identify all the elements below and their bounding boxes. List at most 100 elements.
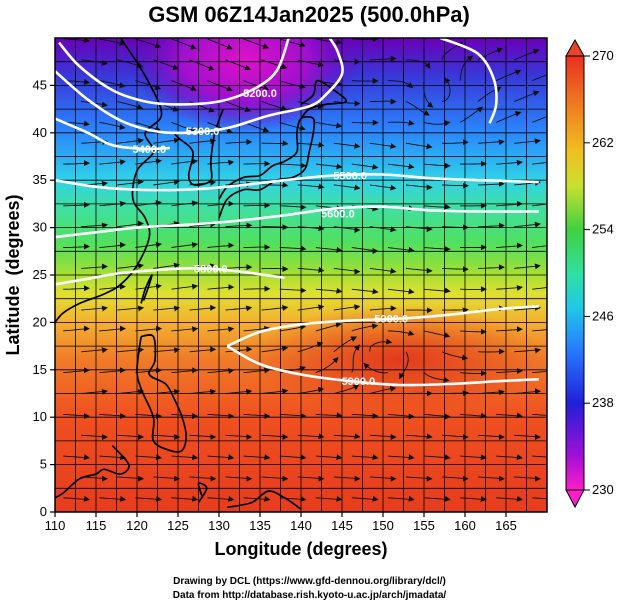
streamline — [99, 495, 127, 502]
contour-label: 5800.0 — [194, 263, 228, 275]
streamline — [531, 116, 547, 123]
streamline — [261, 345, 289, 353]
streamline — [63, 243, 90, 250]
streamline — [532, 413, 547, 416]
streamline — [387, 80, 414, 89]
streamline — [261, 181, 289, 188]
streamline — [514, 388, 541, 395]
streamline — [405, 142, 433, 150]
streamline — [99, 159, 126, 166]
streamline — [207, 80, 233, 91]
streamline — [333, 336, 358, 353]
streamline — [225, 346, 253, 353]
streamline — [189, 388, 217, 395]
y-tick-label: 30 — [33, 220, 47, 235]
streamline — [423, 413, 451, 420]
streamline — [171, 121, 197, 133]
streamline — [333, 304, 361, 311]
streamline — [405, 59, 431, 69]
streamline — [171, 80, 197, 91]
streamline — [81, 305, 108, 312]
coastline — [227, 490, 302, 510]
x-tick-label: 110 — [45, 518, 66, 533]
x-tick-label: 135 — [249, 518, 271, 533]
streamline — [81, 433, 108, 440]
streamline — [496, 495, 523, 502]
streamline — [135, 454, 163, 461]
streamline — [423, 372, 450, 383]
contour-label: 5500.0 — [333, 170, 367, 182]
streamline — [441, 77, 451, 102]
streamline — [135, 158, 162, 165]
streamline — [369, 475, 397, 482]
streamline — [531, 74, 547, 82]
streamline — [243, 80, 270, 91]
streamline — [189, 433, 217, 440]
streamline — [387, 246, 415, 253]
streamline — [297, 183, 325, 190]
streamline — [117, 137, 144, 144]
streamline — [423, 330, 451, 338]
streamline — [63, 38, 90, 44]
streamline — [297, 304, 325, 311]
contour-label: 5400.0 — [132, 144, 166, 156]
streamline — [369, 142, 397, 149]
x-tick-label: 115 — [86, 518, 107, 533]
contour-label: 5300.0 — [186, 126, 220, 138]
streamline — [423, 246, 451, 253]
coastline — [140, 274, 153, 304]
streamline — [351, 163, 379, 170]
streamline — [225, 101, 251, 112]
streamline — [279, 204, 307, 211]
streamline — [63, 160, 90, 167]
streamline — [532, 329, 547, 332]
streamline — [117, 388, 145, 395]
contour-label: 5900.0 — [342, 376, 376, 388]
streamline — [153, 262, 180, 269]
streamline — [532, 455, 547, 458]
streamline — [514, 90, 540, 102]
streamline — [99, 367, 126, 374]
contour-line — [55, 173, 539, 192]
streamline — [363, 362, 388, 374]
streamline — [495, 111, 522, 123]
streamline — [405, 433, 433, 440]
streamline — [297, 386, 325, 394]
streamline — [99, 38, 126, 46]
colorbar-tick-label: 270 — [592, 48, 614, 63]
streamline — [297, 433, 325, 440]
streamline — [171, 454, 199, 461]
streamline — [387, 454, 415, 461]
streamline — [171, 242, 199, 248]
streamline — [333, 267, 361, 275]
streamline — [171, 200, 199, 207]
streamline — [297, 59, 325, 68]
streamline — [442, 307, 469, 314]
streamline — [369, 184, 397, 191]
streamline — [459, 55, 474, 81]
streamline — [99, 241, 126, 248]
streamline — [514, 475, 541, 482]
coastlines — [55, 38, 348, 510]
colorbar-max-arrow — [565, 38, 585, 57]
streamline — [369, 433, 397, 440]
streamline — [117, 178, 144, 186]
streamline — [441, 182, 469, 189]
streamline — [99, 325, 126, 332]
colorbar-tick-label: 262 — [592, 135, 614, 150]
streamline — [333, 384, 360, 394]
streamline — [99, 200, 126, 207]
streamline — [63, 413, 90, 420]
contour-line — [55, 205, 539, 239]
y-tick-label: 20 — [33, 314, 47, 329]
streamline — [532, 161, 547, 165]
streamline — [387, 413, 415, 420]
streamline — [171, 326, 199, 333]
streamline — [261, 224, 289, 231]
streamline — [63, 367, 90, 374]
streamline — [81, 263, 108, 270]
x-tick-label: 155 — [413, 518, 435, 533]
streamline — [441, 475, 469, 482]
streamline — [243, 121, 270, 133]
